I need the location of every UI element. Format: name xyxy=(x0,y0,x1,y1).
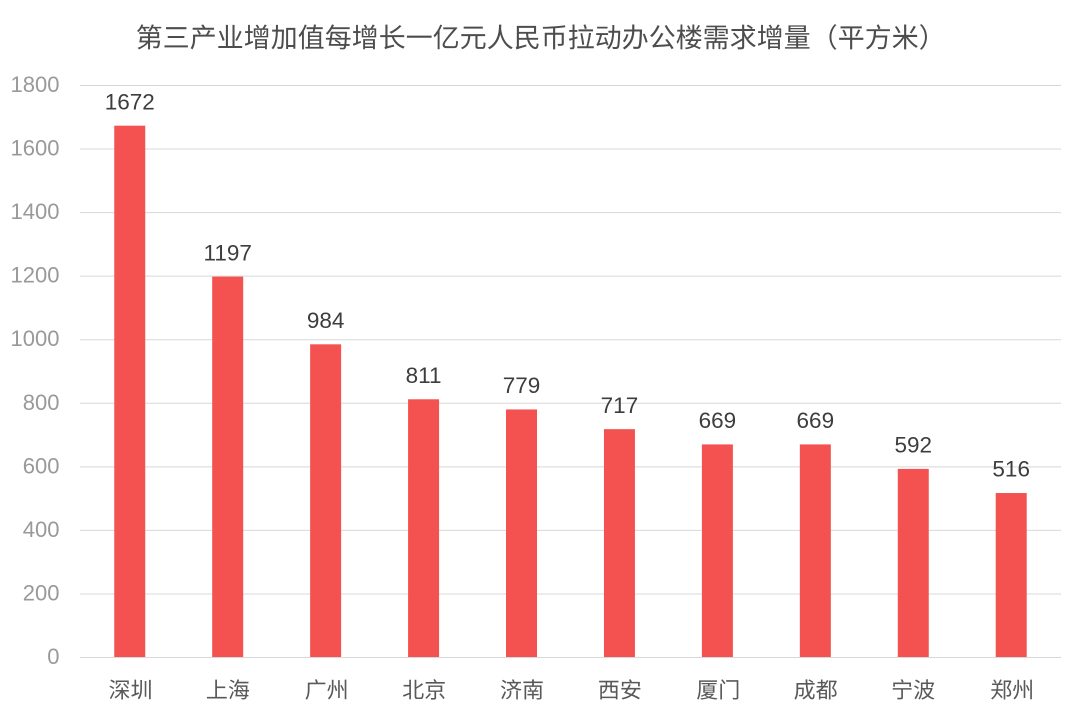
svg-text:1600: 1600 xyxy=(11,136,60,161)
svg-text:779: 779 xyxy=(503,373,541,398)
svg-text:669: 669 xyxy=(797,408,835,433)
svg-text:1000: 1000 xyxy=(11,326,60,351)
svg-text:717: 717 xyxy=(601,393,639,418)
svg-text:1197: 1197 xyxy=(203,240,251,265)
svg-text:800: 800 xyxy=(23,390,60,415)
svg-text:669: 669 xyxy=(699,408,737,433)
svg-text:984: 984 xyxy=(307,308,345,333)
svg-text:1672: 1672 xyxy=(105,89,155,114)
svg-text:516: 516 xyxy=(992,457,1030,482)
svg-text:0: 0 xyxy=(47,644,59,669)
svg-text:811: 811 xyxy=(406,363,442,388)
svg-text:592: 592 xyxy=(894,433,932,458)
svg-text:600: 600 xyxy=(23,453,60,478)
svg-text:200: 200 xyxy=(23,580,60,605)
svg-text:1400: 1400 xyxy=(11,199,60,224)
svg-text:1800: 1800 xyxy=(11,72,60,97)
svg-text:1200: 1200 xyxy=(11,263,60,288)
svg-text:400: 400 xyxy=(23,517,60,542)
